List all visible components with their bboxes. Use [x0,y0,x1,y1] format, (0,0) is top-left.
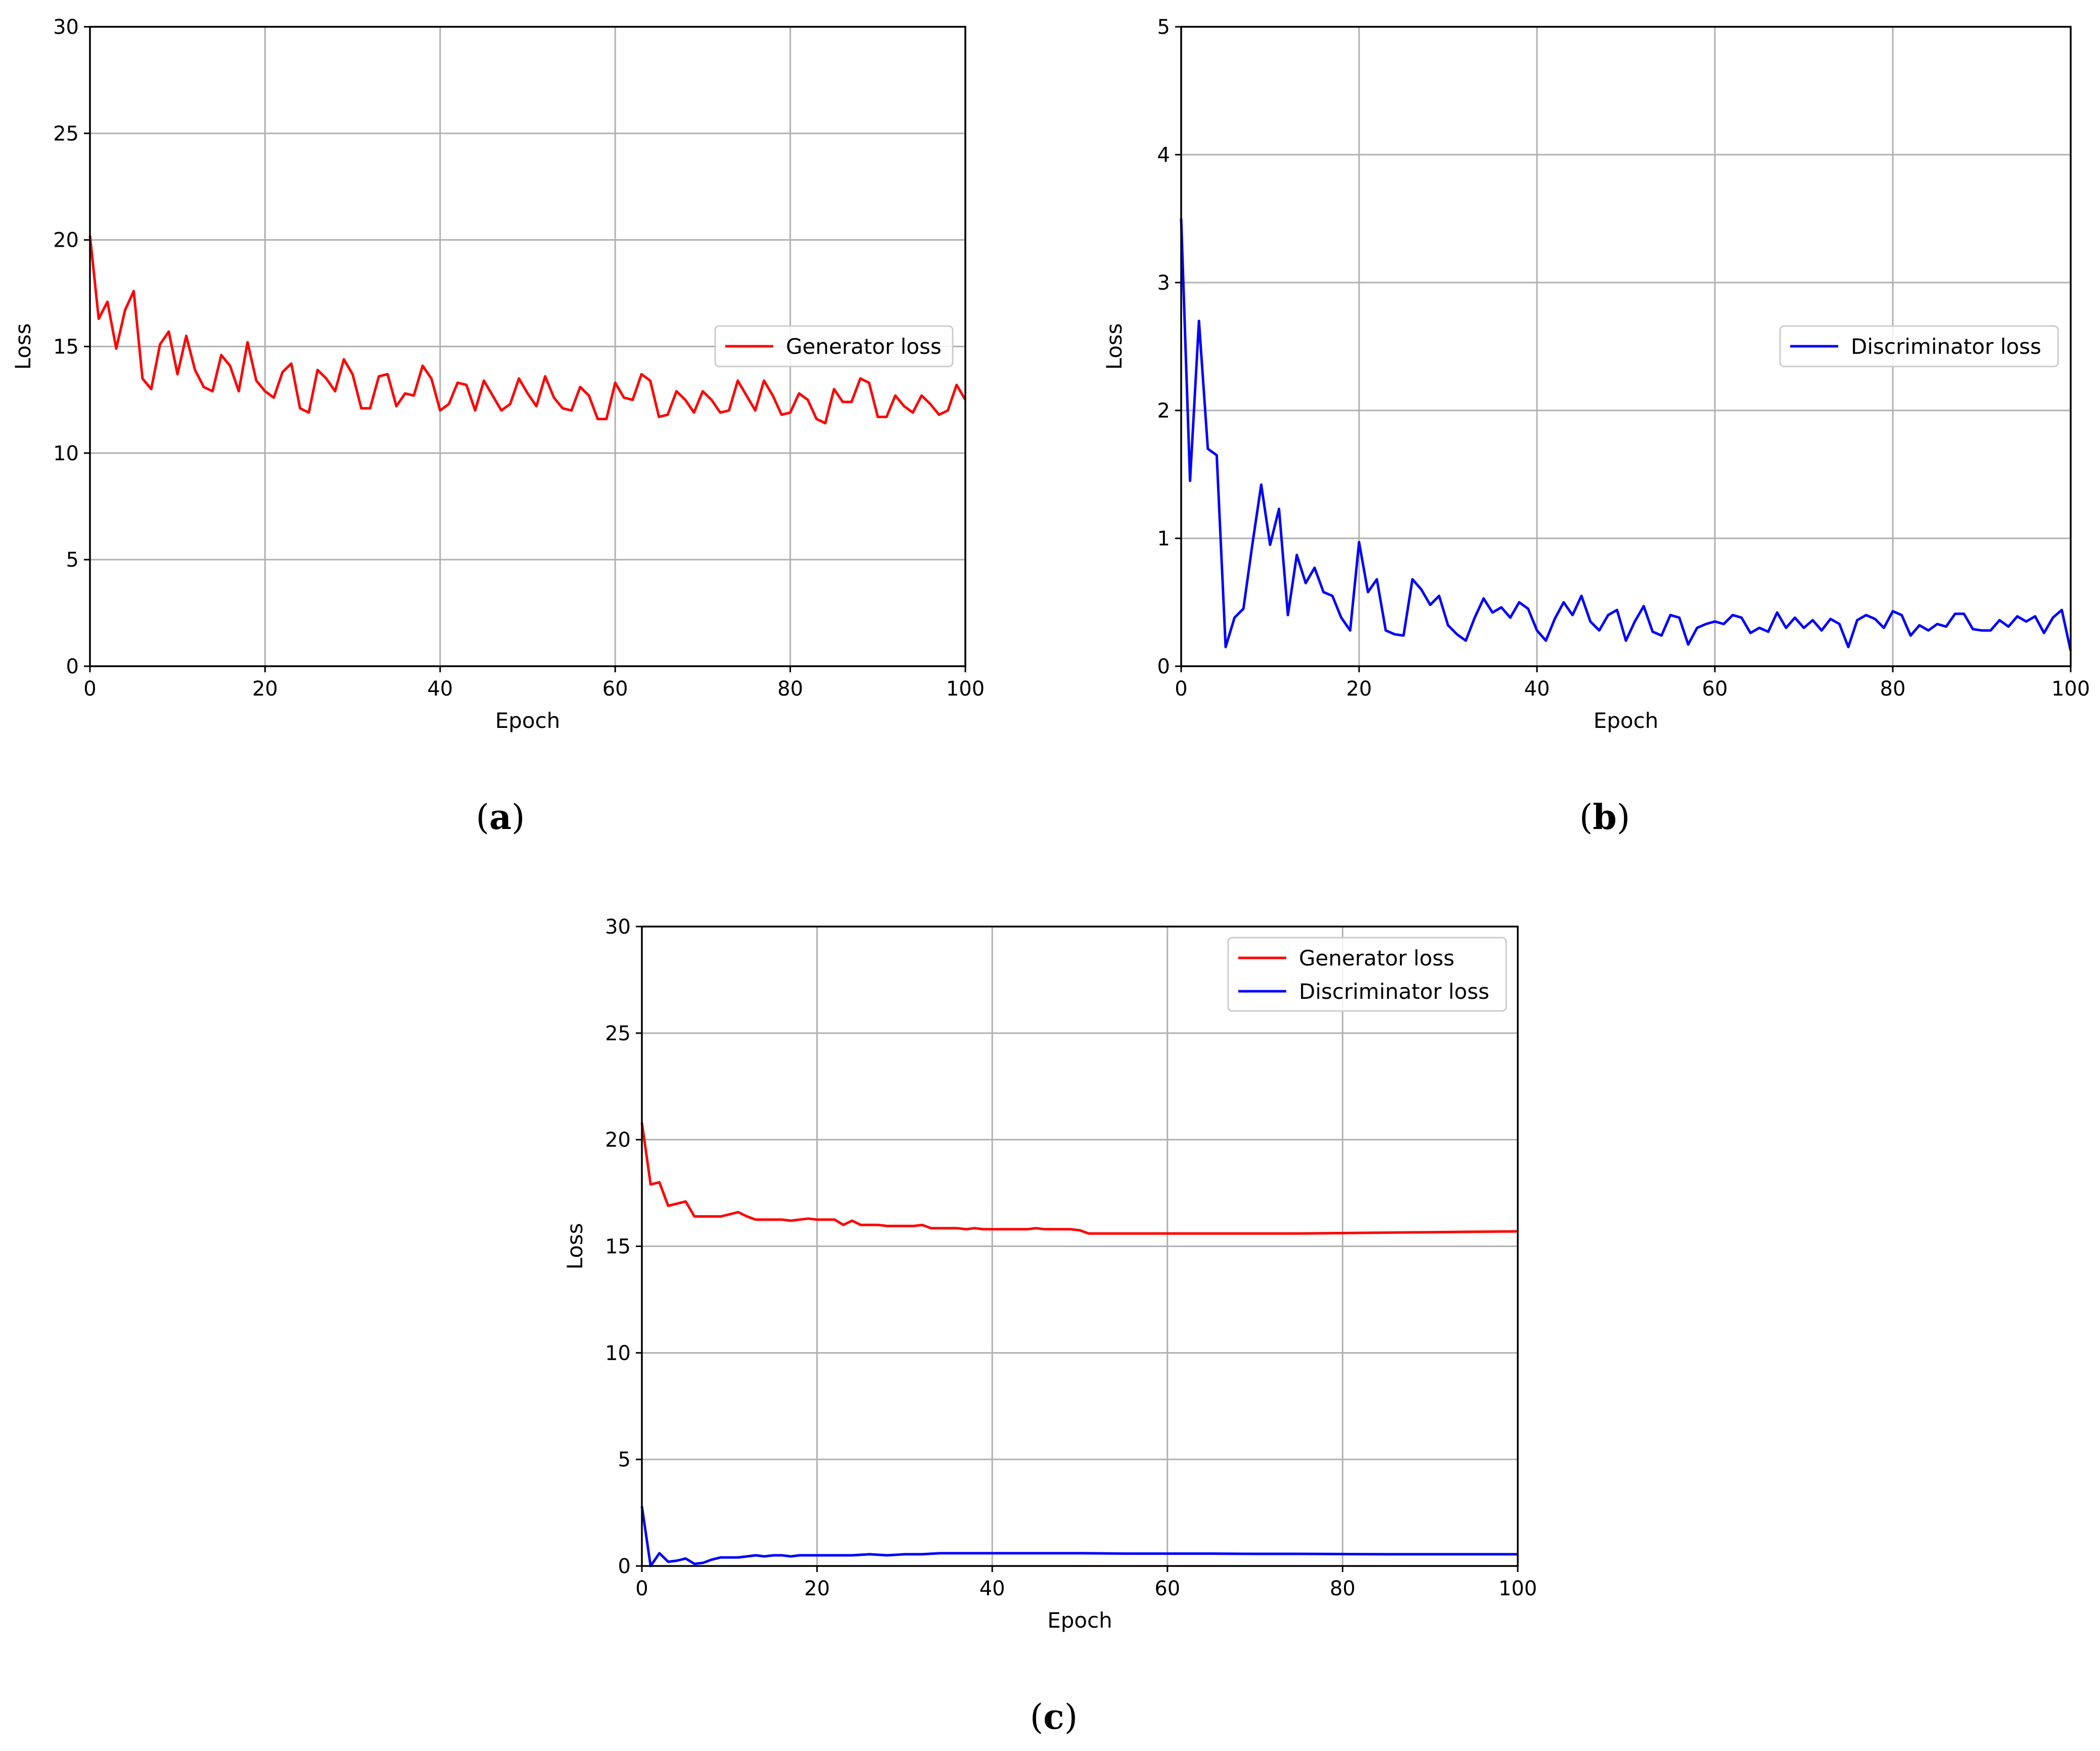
panel-label: (b) [1579,797,1630,838]
y-tick-label: 15 [53,336,79,359]
axes-frame [1180,26,2072,667]
legend: Generator loss Discriminator loss [1227,937,1507,1012]
y-tick-label: 30 [605,915,631,939]
x-tick-label: 20 [1346,677,1372,701]
chart-panel-a: 0 20 40 60 80 100 0 5 10 15 20 25 30 Epoch Loss Generat… [11,16,985,838]
y-tick-label: 5 [66,548,79,572]
x-tick-label: 100 [946,677,985,701]
legend-label-1: Discriminator loss [1851,334,2041,359]
y-tick-label: 0 [66,655,79,678]
y-tick-label: 10 [605,1342,631,1365]
panel-label-open: ( [1579,798,1593,838]
y-tick-label: 3 [1157,271,1170,295]
x-tick-label: 80 [1330,1577,1356,1600]
y-tick-label: 25 [53,122,79,146]
x-tick-label: 0 [83,677,96,701]
panel-label-close: ) [511,798,525,838]
panel-label-open: ( [476,798,489,838]
y-tick-label: 30 [53,16,79,39]
y-tick-label: 2 [1157,399,1170,423]
series-line-1 [1180,218,2072,652]
x-tick-label: 0 [1175,677,1187,701]
x-tick-label: 100 [1499,1577,1537,1600]
y-tick-label: 0 [618,1555,631,1578]
panel-label-close: ) [1064,1697,1078,1737]
legend-box [714,325,954,367]
panel-label-letter: c [1043,1697,1064,1737]
panel-label-close: ) [1617,798,1630,838]
x-tick-label: 20 [804,1577,830,1600]
legend: Discriminator loss [1779,325,2059,367]
x-tick-label: 60 [1702,677,1728,701]
x-axis-label: Epoch [1594,708,1659,733]
series-line-1 [88,235,967,425]
legend-box [1779,325,2059,367]
legend-label-2: Discriminator loss [1299,979,1489,1004]
panel-label: (c) [1030,1697,1078,1737]
legend-label-1: Generator loss [1299,946,1455,971]
y-axis-label: Loss [563,1223,587,1269]
y-tick-label: 20 [605,1129,631,1152]
legend: Generator loss [714,325,954,367]
x-tick-label: 0 [635,1577,648,1600]
chart-panel-b: 0 20 40 60 80 100 0 1 2 3 4 5 Epoch Loss Discriminator… [1102,16,2090,838]
legend-box [1227,937,1507,1012]
legend-label-1: Generator loss [786,334,942,359]
panel-label: (a) [476,797,525,838]
y-tick-label: 5 [1157,16,1170,39]
y-tick-label: 20 [53,229,79,252]
chart-panel-c: 0 20 40 60 80 100 0 5 10 15 20 25 30 Epoch Loss Generat… [563,915,1537,1737]
x-tick-label: 80 [1880,677,1906,701]
series-line-1 [640,1122,1518,1235]
y-axis-label: Loss [1102,323,1127,370]
y-tick-label: 10 [53,442,79,465]
x-tick-label: 80 [777,677,803,701]
x-tick-label: 20 [252,677,278,701]
x-tick-label: 40 [979,1577,1005,1600]
y-tick-label: 4 [1157,144,1170,167]
x-axis-label: Epoch [1047,1608,1112,1633]
x-axis-label: Epoch [495,708,561,733]
x-tick-label: 60 [1154,1577,1180,1600]
x-tick-label: 40 [1524,677,1550,701]
panel-label-open: ( [1030,1697,1044,1737]
x-tick-label: 100 [2051,677,2090,701]
y-tick-label: 1 [1157,527,1170,550]
y-tick-label: 25 [605,1022,631,1045]
y-tick-label: 15 [605,1235,631,1259]
panel-label-letter: b [1593,797,1617,838]
y-tick-label: 5 [618,1448,631,1471]
series-line-2 [640,1506,1518,1568]
y-axis-label: Loss [11,323,35,370]
x-tick-label: 60 [602,677,628,701]
x-tick-label: 40 [427,677,453,701]
panel-label-letter: a [489,797,511,838]
y-tick-label: 0 [1157,655,1170,678]
